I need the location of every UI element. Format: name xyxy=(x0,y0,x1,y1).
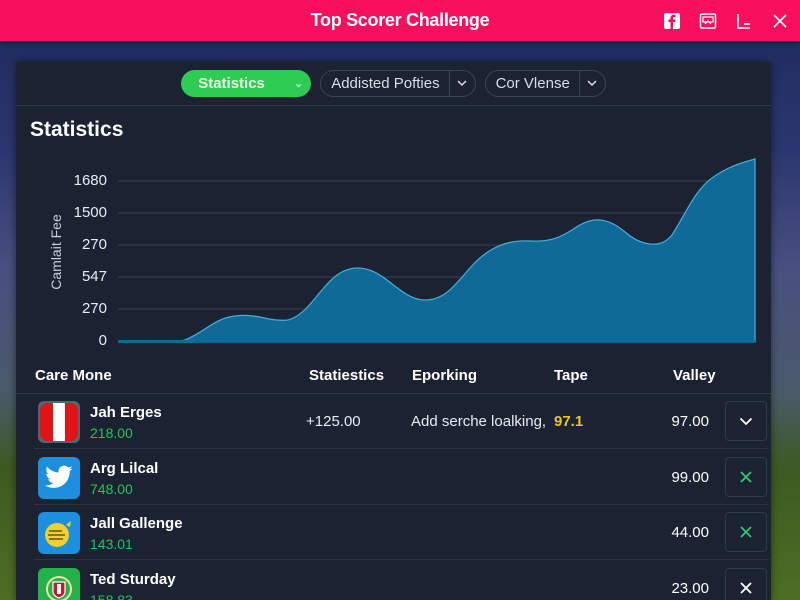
area-chart: Camlait Fee 1680 1500 270 547 270 0 xyxy=(16,62,771,362)
y-tick: 0 xyxy=(98,332,107,349)
tab-label: Addisted Pofties xyxy=(331,75,440,92)
column-header-name[interactable]: Care Mone xyxy=(35,367,112,384)
tab-label: Statistics xyxy=(198,75,265,92)
title-bar: Top Scorer Challenge xyxy=(0,0,800,41)
remove-button[interactable] xyxy=(725,457,767,497)
y-tick: 547 xyxy=(81,268,107,285)
table-row[interactable]: Jah Erges 218.00 +125.00 Add serche loal… xyxy=(34,394,769,449)
tape-value: 97.1 xyxy=(554,413,584,430)
y-tick: 270 xyxy=(81,300,107,317)
column-header-statistics[interactable]: Statiestics xyxy=(309,367,385,384)
valley-value: 44.00 xyxy=(671,524,709,541)
eporking-text: Add serche loalking, xyxy=(411,413,547,430)
statistics-panel: Statistics ⌄ Addisted Pofties Cor Vlense… xyxy=(16,62,771,600)
player-score: 748.00 xyxy=(90,481,133,497)
close-icon[interactable] xyxy=(770,11,790,31)
player-name: Arg Lilcal xyxy=(90,460,159,477)
y-tick: 1680 xyxy=(73,172,107,189)
flag-icon xyxy=(38,401,80,443)
chevron-down-icon: ⌄ xyxy=(293,78,304,90)
player-name: Jall Gallenge xyxy=(90,515,183,532)
facebook-icon[interactable] xyxy=(662,11,682,31)
statistic-value: +125.00 xyxy=(306,413,361,430)
expand-button[interactable] xyxy=(725,401,767,441)
y-tick: 1500 xyxy=(73,204,107,221)
filter-toolbar: Statistics ⌄ Addisted Pofties Cor Vlense xyxy=(16,62,771,106)
player-score: 218.00 xyxy=(90,425,133,441)
table-row[interactable]: Jall Gallenge 143.01 44.00 xyxy=(34,505,769,560)
y-tick: 270 xyxy=(81,236,107,253)
window-title: Top Scorer Challenge xyxy=(310,10,490,30)
table-row[interactable]: Ted Sturday 158.83 23.00 xyxy=(34,561,769,600)
crest-icon xyxy=(38,568,80,600)
tab-cor-vlense[interactable]: Cor Vlense xyxy=(484,70,606,97)
remove-button[interactable] xyxy=(725,568,767,600)
valley-value: 23.00 xyxy=(671,580,709,597)
tab-statistics[interactable]: Statistics ⌄ xyxy=(181,70,312,97)
chevron-down-icon[interactable] xyxy=(578,71,605,96)
close-icon xyxy=(740,582,752,594)
player-name: Ted Sturday xyxy=(90,571,176,588)
column-header-eporking[interactable]: Eporking xyxy=(412,367,478,384)
valley-value: 97.00 xyxy=(671,413,709,430)
tab-addisted-pofties[interactable]: Addisted Pofties xyxy=(320,70,476,97)
chevron-down-icon[interactable] xyxy=(448,71,475,96)
table-header: Care Mone Statiestics Eporking Tape Vall… xyxy=(16,362,771,394)
chevron-down-icon xyxy=(739,417,753,425)
table-row[interactable]: Arg Lilcal 748.00 99.00 xyxy=(34,450,769,505)
remove-button[interactable] xyxy=(725,512,767,552)
player-score: 143.01 xyxy=(90,536,133,552)
player-name: Jah Erges xyxy=(90,404,162,421)
window-actions xyxy=(662,0,790,41)
minimize-icon[interactable] xyxy=(734,11,754,31)
column-header-valley[interactable]: Valley xyxy=(673,367,716,384)
valley-value: 99.00 xyxy=(671,469,709,486)
twitter-icon xyxy=(38,457,80,499)
chat-bubble-icon xyxy=(38,512,80,554)
tab-label: Cor Vlense xyxy=(495,75,570,92)
area-series xyxy=(117,158,756,343)
close-icon xyxy=(740,471,752,483)
section-title: Statistics xyxy=(30,118,124,141)
chart-canvas xyxy=(117,158,756,343)
close-icon xyxy=(740,526,752,538)
column-header-tape[interactable]: Tape xyxy=(554,367,588,384)
picture-icon[interactable] xyxy=(698,11,718,31)
y-axis-label: Camlait Fee xyxy=(48,214,64,290)
player-score: 158.83 xyxy=(90,592,133,600)
